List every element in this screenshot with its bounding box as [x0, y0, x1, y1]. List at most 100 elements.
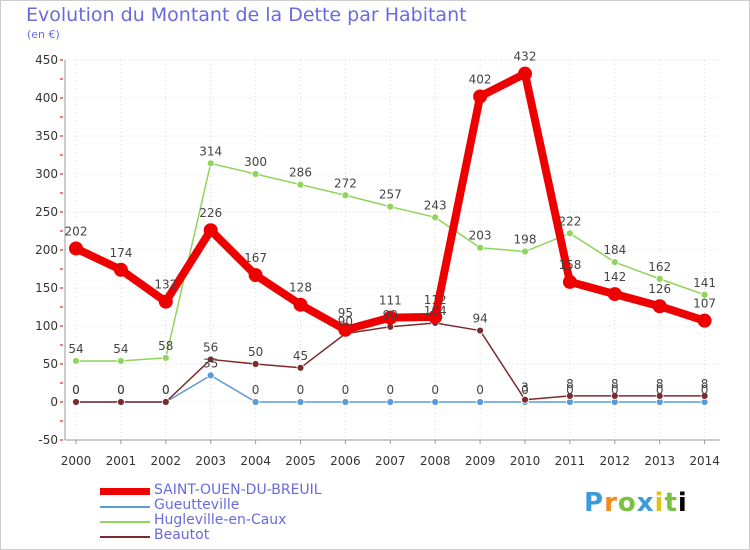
data-label: 54 [113, 342, 128, 356]
y-tick-label: 150 [35, 281, 58, 295]
data-label: 90 [338, 315, 353, 329]
y-tick-label: 200 [35, 243, 58, 257]
legend-swatch [100, 488, 150, 495]
data-label: 0 [386, 383, 394, 397]
y-tick-label: -50 [38, 433, 58, 447]
data-point [473, 89, 488, 104]
data-label: 58 [158, 339, 173, 353]
data-point [296, 398, 305, 406]
data-point [113, 262, 128, 277]
data-point [431, 213, 440, 222]
data-point [610, 392, 619, 400]
data-point [206, 371, 215, 380]
x-tick-label: 2001 [106, 454, 137, 468]
series [69, 66, 712, 406]
data-label: 0 [342, 383, 350, 397]
data-label: 128 [289, 281, 312, 295]
data-point [72, 398, 80, 406]
data-point [296, 180, 305, 189]
data-point [386, 398, 395, 406]
data-label: 142 [603, 270, 626, 284]
data-label: 432 [514, 50, 537, 64]
data-label: 99 [383, 308, 398, 322]
data-point [518, 66, 532, 81]
data-point [655, 392, 664, 400]
data-label: 35 [203, 356, 218, 370]
data-point [158, 294, 173, 309]
data-point [521, 395, 529, 404]
data-label: 0 [162, 383, 170, 397]
x-tick-label: 2003 [195, 454, 226, 468]
data-point [341, 191, 350, 200]
data-point [652, 299, 667, 314]
data-point [251, 170, 260, 178]
x-tick-label: 2012 [600, 454, 631, 468]
data-label: 0 [72, 383, 80, 397]
data-label: 126 [648, 282, 671, 296]
data-label: 0 [476, 383, 484, 397]
data-point [161, 398, 170, 406]
data-point [700, 290, 709, 299]
data-point [117, 398, 125, 406]
data-point [566, 392, 574, 400]
y-tick-label: 50 [43, 357, 58, 371]
data-label: 198 [514, 233, 537, 247]
y-tick-label: 250 [35, 205, 58, 219]
data-point [72, 357, 80, 365]
data-point [341, 398, 350, 406]
data-point [610, 258, 619, 267]
data-label: 300 [244, 155, 267, 169]
proxiti-logo: Proxiti [584, 488, 688, 518]
data-label: 0 [117, 383, 125, 397]
data-point [251, 398, 260, 406]
data-point [476, 326, 485, 335]
y-tick-label: 400 [35, 91, 58, 105]
data-label: 314 [199, 144, 222, 158]
data-point [383, 310, 398, 325]
data-point [431, 398, 440, 406]
y-tick-label: 0 [50, 395, 58, 409]
data-label: 45 [293, 349, 308, 363]
data-point [161, 354, 170, 362]
data-label: 0 [656, 383, 664, 397]
legend-label: Hugleville-en-Caux [154, 512, 287, 528]
data-label: 0 [566, 383, 574, 397]
data-point [476, 398, 485, 406]
data-label: 8 [656, 377, 664, 391]
data-label: 402 [469, 72, 492, 86]
data-label: 8 [701, 377, 709, 391]
data-label: 162 [648, 260, 671, 274]
unit-label: (en €) [27, 28, 60, 41]
x-tick-label: 2011 [555, 454, 586, 468]
legend-swatch [100, 536, 150, 538]
data-point [562, 274, 577, 289]
data-point [655, 274, 664, 283]
data-label: 56 [203, 340, 218, 354]
data-label: 94 [472, 312, 487, 326]
data-point [296, 363, 305, 372]
data-label: 50 [248, 345, 263, 359]
data-label: 257 [379, 188, 402, 202]
data-point [117, 357, 125, 365]
x-tick-label: 2009 [465, 454, 496, 468]
data-point [697, 313, 712, 328]
data-label: 0 [431, 383, 439, 397]
data-label: 203 [469, 229, 492, 243]
data-point [521, 247, 529, 256]
data-label: 286 [289, 166, 312, 180]
data-label: 107 [693, 297, 716, 311]
x-tick-label: 2000 [61, 454, 92, 468]
y-tick-label: 300 [35, 167, 58, 181]
data-label: 104 [424, 304, 447, 318]
data-label: 158 [558, 258, 581, 272]
data-label: 8 [566, 377, 574, 391]
data-label: 222 [558, 214, 581, 228]
x-tick-label: 2002 [151, 454, 182, 468]
data-point [206, 355, 215, 364]
data-labels: 202 174 132 226 167 128 95 111 112 402 432 158 142 12… [65, 50, 717, 397]
x-tick-label: 2005 [285, 454, 316, 468]
data-point [203, 223, 218, 238]
chart-title: Evolution du Montant de la Dette par Hab… [26, 4, 467, 26]
data-label: 0 [297, 383, 305, 397]
